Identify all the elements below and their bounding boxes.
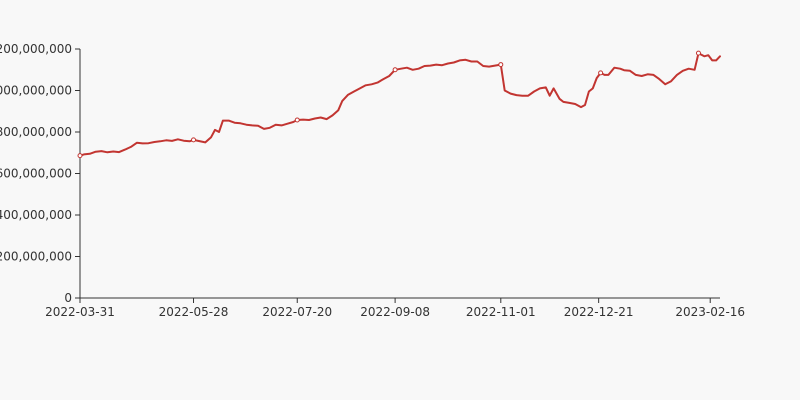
data-point-marker	[294, 117, 300, 123]
data-point-marker	[77, 153, 83, 159]
x-tick-label: 2022-12-21	[564, 305, 634, 319]
data-point-marker	[392, 67, 398, 73]
data-point-marker	[695, 50, 701, 56]
x-tick-label: 2023-02-16	[675, 305, 745, 319]
y-tick-label: 1,200,000,000	[0, 42, 72, 56]
y-axis-ticks: 0 200,000,000 400,000,000 600,000,000 800,00…	[0, 42, 80, 305]
series-line	[79, 52, 721, 157]
x-tick-label: 2022-11-01	[466, 305, 536, 319]
y-tick-label: 800,000,000	[0, 125, 72, 139]
x-tick-label: 2022-03-31	[45, 305, 115, 319]
y-tick-label: 600,000,000	[0, 167, 72, 181]
data-point-marker	[598, 70, 604, 76]
y-tick-label: 1,000,000,000	[0, 84, 72, 98]
y-tick-label: 200,000,000	[0, 250, 72, 264]
x-tick-label: 2022-05-28	[159, 305, 229, 319]
data-point-marker	[498, 62, 504, 68]
x-tick-label: 2022-09-08	[360, 305, 430, 319]
x-axis-ticks: 2022-03-31 2022-05-28 2022-07-20 2022-09-08…	[45, 298, 745, 319]
series-layer	[77, 50, 721, 159]
data-point-marker	[191, 137, 197, 143]
y-tick-label: 400,000,000	[0, 208, 72, 222]
x-tick-label: 2022-07-20	[262, 305, 332, 319]
y-tick-label: 0	[64, 291, 72, 305]
